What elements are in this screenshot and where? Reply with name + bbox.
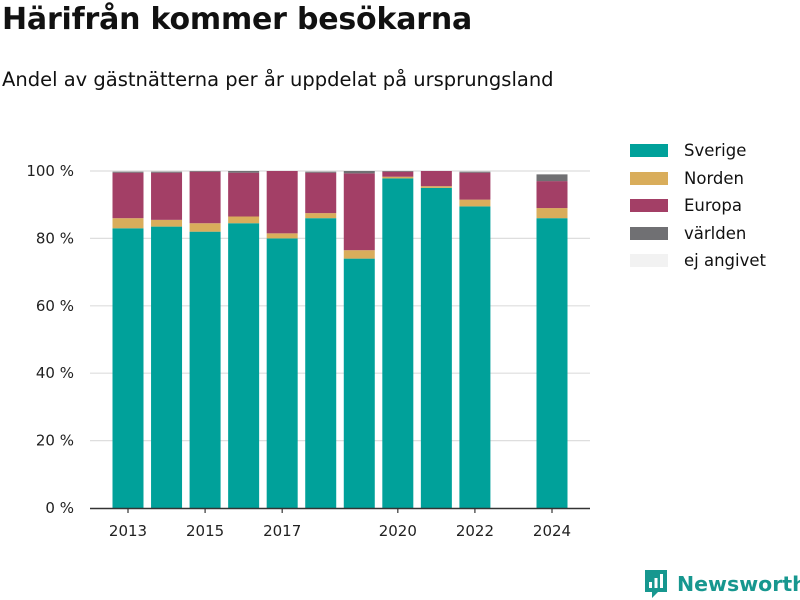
bar-segment (305, 218, 337, 508)
legend-label: ej angivet (684, 251, 766, 271)
chart-subtitle: Andel av gästnätterna per år uppdelat på… (2, 68, 554, 91)
bar-segment (228, 223, 260, 509)
y-tick-label: 100 % (26, 162, 74, 180)
bar-segment (382, 171, 414, 172)
bar-segment (151, 226, 183, 509)
bar-segment (459, 206, 491, 508)
y-tick-label: 80 % (36, 229, 74, 247)
bar-segment (151, 219, 183, 227)
bar-segment (305, 171, 337, 173)
bar-segment (305, 172, 337, 214)
bar-segment (266, 171, 298, 234)
bar-segment (459, 199, 491, 207)
legend-swatch (630, 171, 668, 185)
bar-segment (228, 172, 260, 217)
x-tick-label: 2017 (263, 522, 301, 540)
bar-segment (420, 187, 452, 508)
bar-segment (536, 208, 568, 219)
legend-item: Europa (630, 192, 766, 220)
bar-segment (536, 218, 568, 508)
bar-segment (459, 171, 491, 173)
x-tick-label: 2020 (379, 522, 417, 540)
legend-label: Norden (684, 168, 745, 188)
brand-footer: Newsworthy (643, 568, 800, 600)
bar-segment (536, 174, 568, 182)
bar-segment (189, 223, 221, 232)
legend-item: ej angivet (630, 247, 766, 275)
bar-segment (382, 176, 414, 179)
bar-segment (343, 173, 375, 251)
bar-segment (112, 228, 144, 509)
brand-name: Newsworthy (677, 572, 800, 596)
bar-segment (189, 231, 221, 508)
bar-segment (112, 218, 144, 229)
bar-segment (382, 171, 414, 177)
bar-segment (343, 250, 375, 259)
bars (112, 171, 568, 509)
chart-title: Härifrån kommer besökarna (2, 2, 473, 37)
legend-label: Sverige (684, 141, 747, 161)
x-tick-label: 2013 (109, 522, 147, 540)
bar-segment (343, 171, 375, 174)
y-tick-label: 40 % (36, 364, 74, 382)
bar-segment (151, 172, 183, 220)
bar-segment (112, 172, 144, 219)
bar-segment (189, 171, 221, 224)
y-tick-label: 60 % (36, 297, 74, 315)
bar-segment (112, 171, 144, 173)
x-tick-label: 2022 (456, 522, 494, 540)
bar-segment (189, 171, 221, 172)
bar-segment (228, 216, 260, 224)
x-tick-label: 2024 (533, 522, 571, 540)
bar-segment (228, 171, 260, 173)
x-tick-label: 2015 (186, 522, 224, 540)
legend: Sverige Norden Europa världen ej angivet (630, 137, 766, 275)
axes: 0 % 20 % 40 % 60 % 80 % 100 % 2013 2015 2017 2020… (26, 162, 590, 540)
legend-item: världen (630, 220, 766, 248)
legend-label: världen (684, 223, 747, 243)
newsworthy-logo-icon (645, 570, 667, 598)
legend-item: Norden (630, 165, 766, 193)
legend-swatch (630, 199, 668, 213)
legend-swatch (630, 226, 668, 240)
legend-item: Sverige (630, 137, 766, 165)
bar-segment (536, 181, 568, 209)
bar-segment (266, 238, 298, 508)
bar-segment (266, 233, 298, 239)
bar-segment (343, 258, 375, 508)
legend-label: Europa (684, 196, 742, 216)
y-tick-label: 20 % (36, 432, 74, 450)
legend-swatch (630, 254, 668, 268)
bar-segment (151, 171, 183, 173)
legend-swatch (630, 144, 668, 158)
bar-segment (420, 186, 452, 188)
bar-segment (305, 213, 337, 219)
bar-segment (382, 178, 414, 508)
bar-segment (459, 172, 491, 200)
bar-segment (420, 171, 452, 187)
y-tick-label: 0 % (45, 499, 74, 517)
